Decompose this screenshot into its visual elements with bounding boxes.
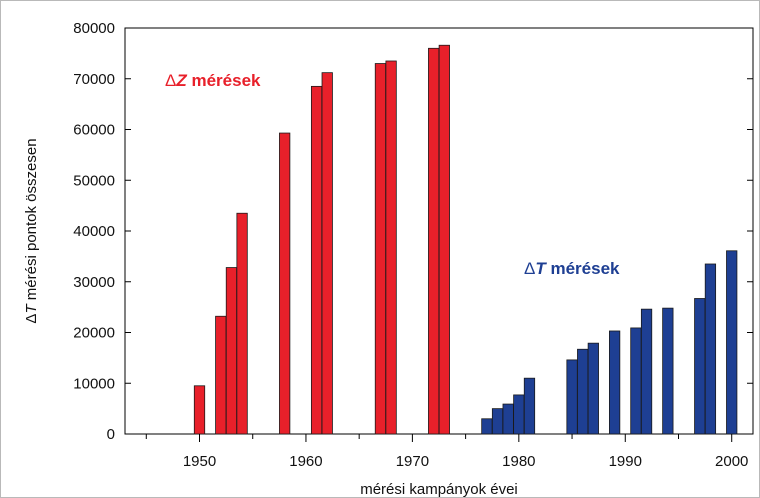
bar-t-1994 xyxy=(662,307,674,435)
bar-t-2000 xyxy=(726,250,738,435)
y-tick-label: 0 xyxy=(107,426,115,443)
x-tick-label: 1970 xyxy=(396,453,429,470)
bar-t-1979 xyxy=(502,403,514,435)
x-tick-label: 1960 xyxy=(289,453,322,470)
bar-t-1987 xyxy=(587,342,599,435)
bar-t-1991 xyxy=(630,327,642,435)
bar-z-1950 xyxy=(193,385,206,435)
series-delta-z xyxy=(193,44,450,435)
bar-t-1977 xyxy=(481,418,493,435)
bar-t-1997 xyxy=(694,298,706,435)
bar-z-1962 xyxy=(321,72,333,435)
bar-z-1961 xyxy=(310,85,323,435)
y-tick-label: 80000 xyxy=(73,20,115,37)
bar-t-1992 xyxy=(640,308,653,435)
annotation-delta-z: ΔZ mérések xyxy=(165,71,261,90)
y-tick-label: 10000 xyxy=(73,375,115,392)
bar-t-1981 xyxy=(523,377,536,435)
x-tick-label: 1990 xyxy=(609,453,642,470)
y-tick-label: 20000 xyxy=(73,325,115,342)
bar-z-1973 xyxy=(438,44,450,435)
bar-z-1953 xyxy=(225,267,238,435)
x-axis: 1950 1960 1970 1980 1990 2000 xyxy=(145,434,748,470)
bar-t-1978 xyxy=(491,408,504,435)
bar-z-1954 xyxy=(236,212,248,435)
annotation-delta-t: ΔT mérések xyxy=(524,259,620,278)
bar-z-1972 xyxy=(428,47,440,435)
x-tick-label: 1980 xyxy=(502,453,535,470)
bar-z-1958 xyxy=(279,132,291,435)
y-tick-label: 60000 xyxy=(73,122,115,139)
bar-z-1968 xyxy=(385,60,397,435)
x-tick-label: 1950 xyxy=(183,453,216,470)
bar-z-1967 xyxy=(374,63,387,435)
bar-t-1986 xyxy=(577,348,589,435)
bar-t-1998 xyxy=(704,263,717,435)
y-tick-label: 70000 xyxy=(73,71,115,88)
y-axis: 0 10000 20000 30000 40000 50000 60000 70000 8000… xyxy=(73,20,753,443)
bar-t-1985 xyxy=(566,359,578,435)
bar-t-1989 xyxy=(609,330,621,435)
y-axis-label: ΔT mérési pontok összesen xyxy=(23,138,40,323)
bar-z-1952 xyxy=(215,315,227,435)
y-tick-label: 50000 xyxy=(73,172,115,189)
series-delta-t xyxy=(481,250,738,435)
y-tick-label: 30000 xyxy=(73,274,115,291)
x-tick-label: 2000 xyxy=(715,453,748,470)
bar-t-1980 xyxy=(513,394,525,435)
x-axis-label: mérési kampányok évei xyxy=(360,481,518,498)
y-tick-label: 40000 xyxy=(73,223,115,240)
